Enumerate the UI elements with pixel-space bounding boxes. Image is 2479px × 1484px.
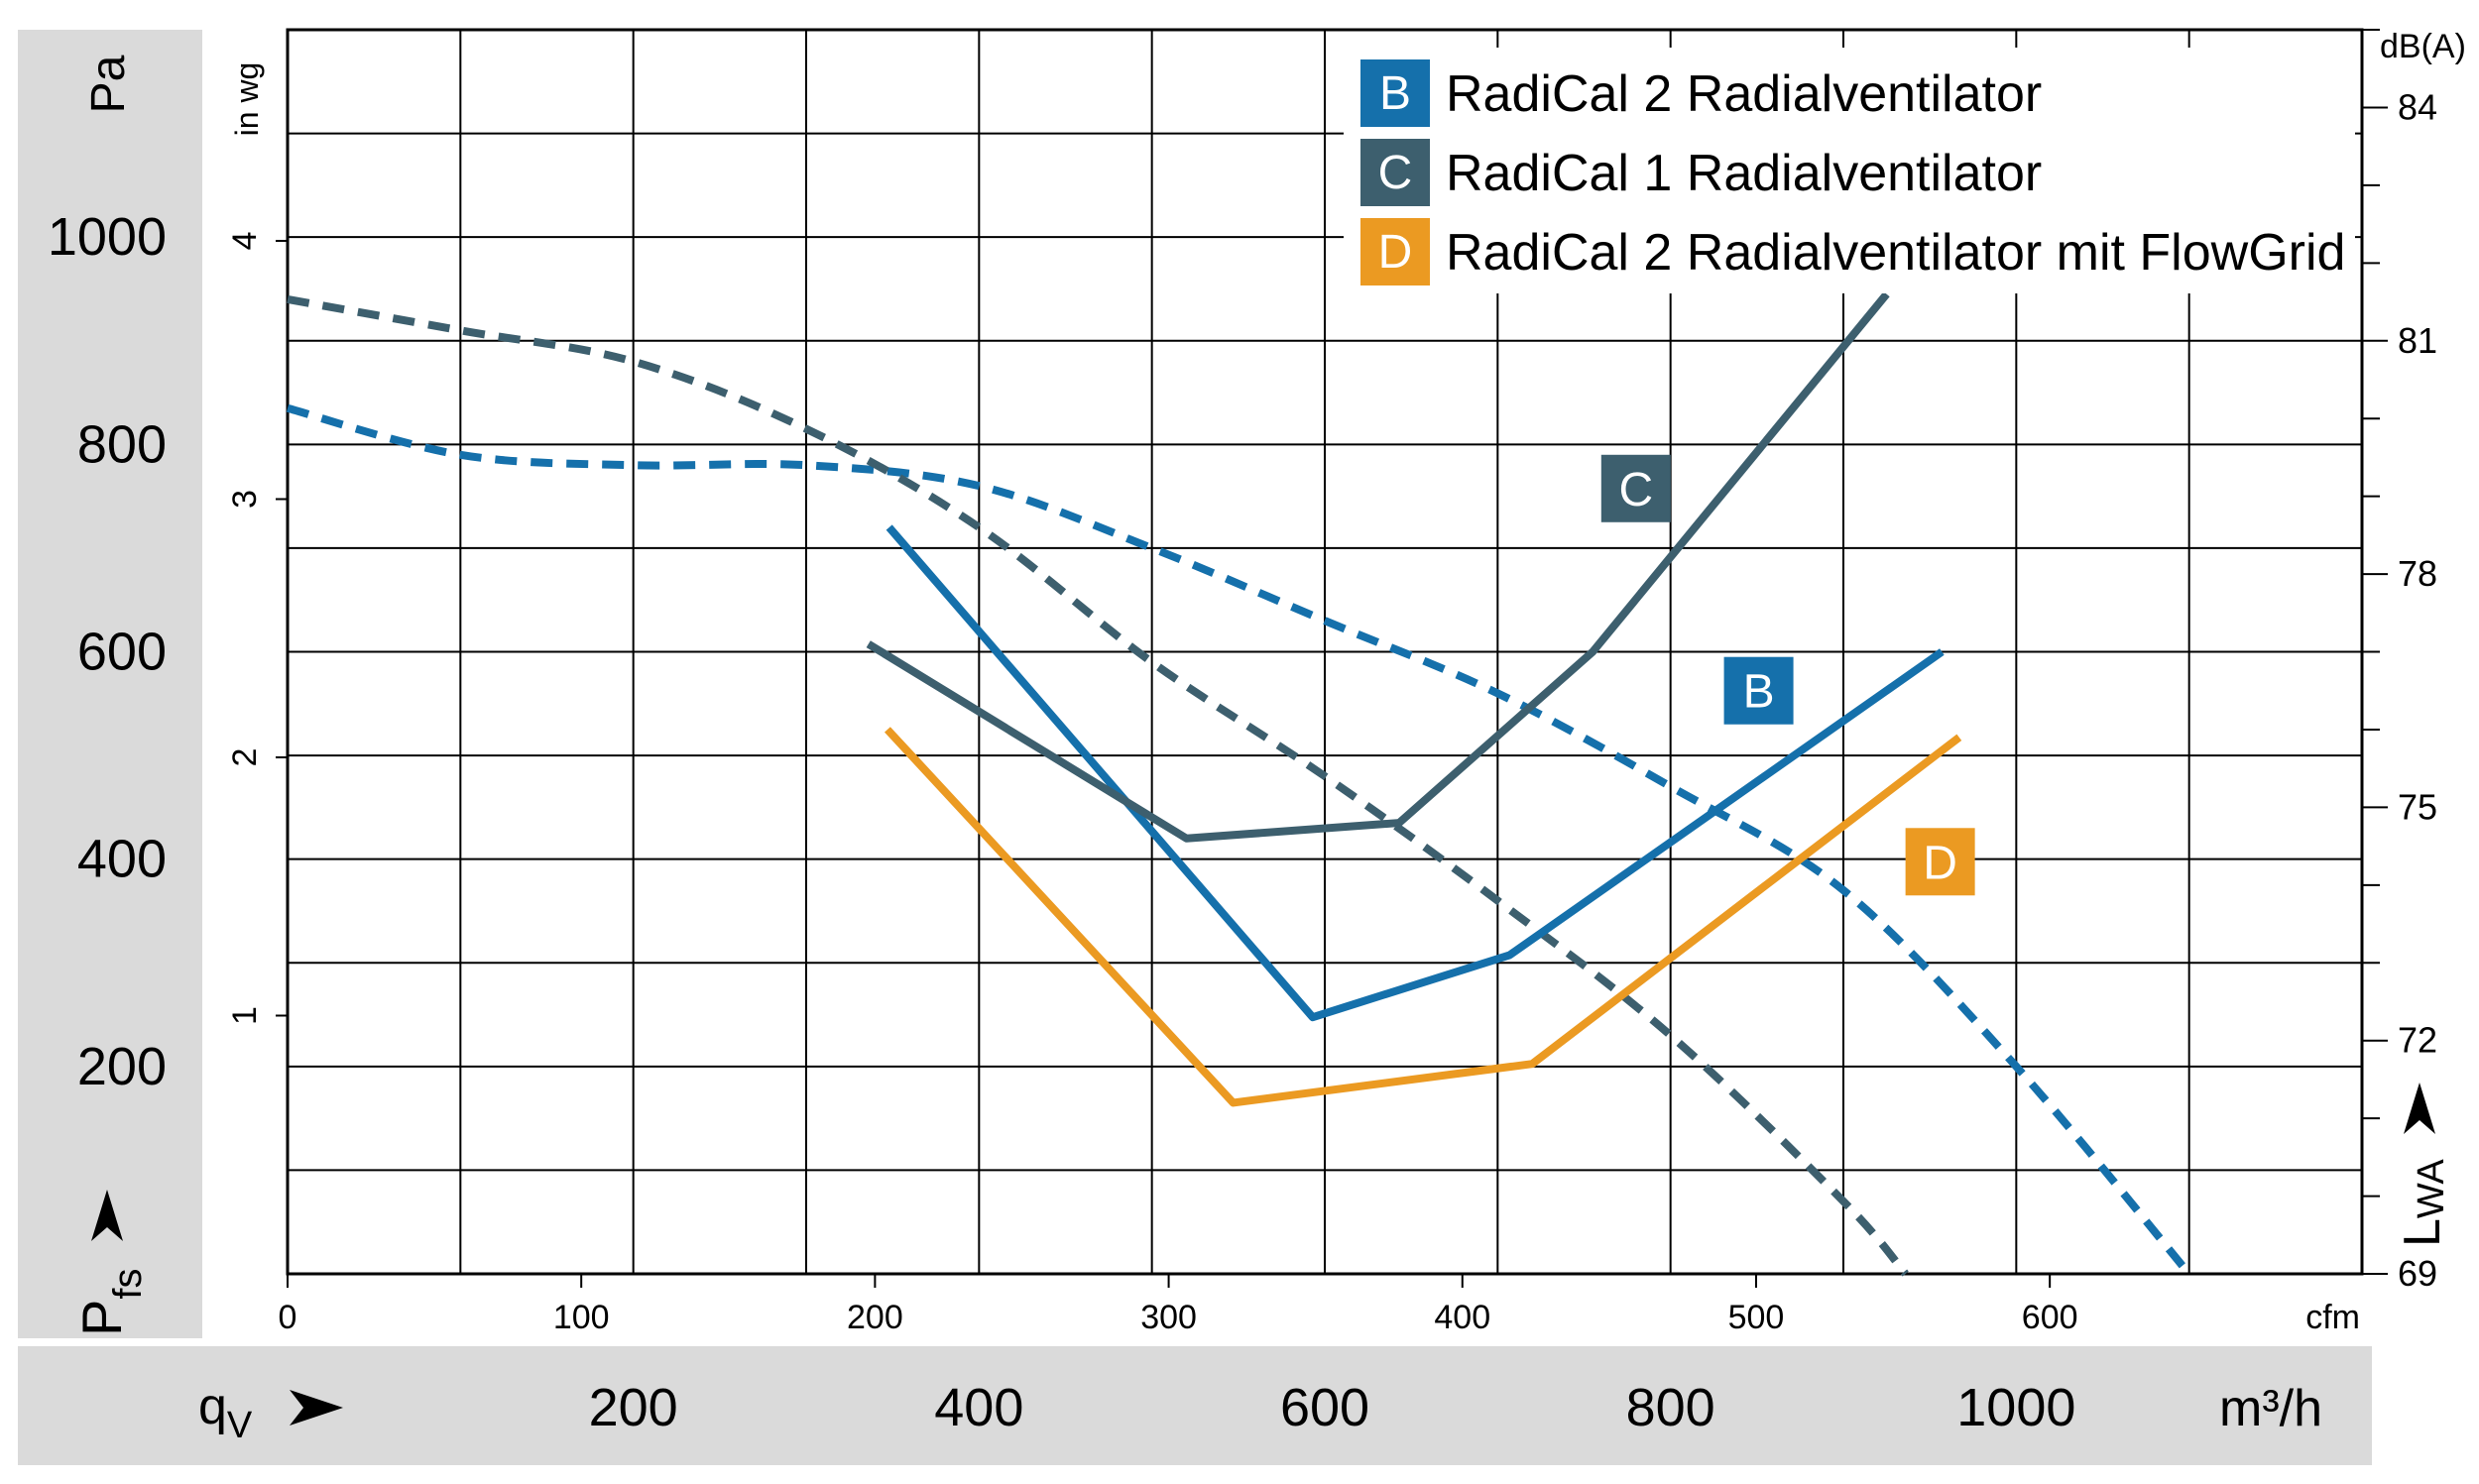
m3h-unit-label: m³/h [2219,1380,2322,1437]
curve-label-text: B [1743,666,1775,719]
cfm-tick-label: 300 [1140,1299,1197,1336]
curve-label-text: D [1923,837,1957,889]
legend-key: D [1378,226,1413,279]
series-pressure-c [287,294,1909,1277]
dba-tick-label: 81 [2398,320,2437,361]
pressure-axis-sub: fs [106,1269,150,1300]
legend-label: RadiCal 2 Radialventilator [1446,65,2042,123]
legend-label: RadiCal 1 Radialventilator [1446,145,2042,202]
m3h-tick-label: 800 [1626,1378,1715,1437]
series-sound-b [885,524,1945,1022]
series-layer [286,291,2192,1277]
legend-key: B [1379,67,1411,120]
pa-tick-label: 600 [77,623,167,682]
pressure-axis-letter: Pfs [70,1269,150,1336]
left-axis-panel [18,30,202,1338]
inwg-tick-label: 2 [226,748,264,767]
bottom-axis-panel [18,1346,2372,1465]
cfm-unit-label: cfm [2305,1299,2360,1336]
dba-tick-labels: 69 72 75 78 81 84 [2362,29,2437,1294]
legend-swatch [1360,59,1430,127]
legend: B RadiCal 2 Radialventilator C RadiCal 1 Ra… [1344,48,2355,293]
sound-axis-sub: WA [2411,1159,2452,1218]
legend-swatch [1360,139,1430,206]
m3h-tick-label: 1000 [1956,1378,2075,1437]
pressure-arrow-icon [91,1190,123,1241]
pa-tick-labels: 200 400 600 800 1000 [48,207,167,1096]
inwg-tick-label: 4 [226,232,264,251]
cfm-tick-label: 600 [2022,1299,2078,1336]
curve-labels: C B D [1600,454,1975,896]
inwg-tick-labels: 1 2 3 4 [226,232,288,1025]
pa-tick-label: 200 [77,1037,167,1096]
pressure-axis-title: Pfs [70,1190,150,1336]
cfm-tick-labels: 0 100 200 300 400 500 600 [279,1274,2078,1336]
dba-tick-label: 78 [2398,553,2437,594]
dba-unit-label: dB(A) [2380,28,2466,65]
inwg-tick-label: 1 [226,1006,264,1025]
cfm-tick-label: 200 [847,1299,903,1336]
dba-tick-label: 75 [2398,786,2437,827]
cfm-tick-label: 400 [1434,1299,1490,1336]
pa-tick-label: 1000 [48,207,167,267]
flow-arrow-icon [290,1390,343,1426]
sound-axis-letter: LWA [2394,1159,2452,1247]
series-sound-d [885,727,1962,1107]
pa-tick-label: 800 [77,414,167,474]
legend-background [1344,48,2355,293]
legend-key: C [1378,147,1413,199]
m3h-tick-label: 600 [1280,1378,1369,1437]
inwg-tick-label: 3 [226,490,264,509]
sound-axis-title: LWA [2394,1083,2452,1247]
curve-label-text: C [1618,464,1653,516]
flow-axis-main: q [198,1378,227,1435]
flow-axis-letter: qV [198,1378,253,1446]
sound-axis-main: L [2394,1218,2451,1247]
sound-arrow-icon [2404,1083,2435,1134]
flow-axis-sub: V [227,1405,253,1446]
m3h-tick-label: 200 [589,1378,678,1437]
dba-tick-label: 72 [2398,1020,2437,1061]
flow-axis-title: qV [198,1378,343,1446]
curve-label-badge [1723,656,1794,725]
legend-label: RadiCal 2 Radialventilator mit FlowGrid [1446,224,2345,282]
pa-unit-label: Pa [82,55,135,113]
curve-label-badge [1905,828,1975,896]
m3h-tick-labels: 200 400 600 800 1000 [589,1378,2076,1437]
legend-swatch [1360,218,1430,285]
dba-tick-label: 84 [2398,86,2437,127]
curve-label-badge [1600,454,1671,522]
pa-tick-label: 400 [77,830,167,889]
m3h-tick-label: 400 [934,1378,1023,1437]
inwg-unit-label: in wg [229,62,265,137]
cfm-tick-label: 0 [279,1299,297,1336]
cfm-tick-label: 100 [553,1299,610,1336]
series-sound-c [866,291,1890,843]
pressure-axis-main: P [70,1300,133,1336]
dba-tick-label: 69 [2398,1253,2437,1294]
cfm-tick-label: 500 [1728,1299,1785,1336]
